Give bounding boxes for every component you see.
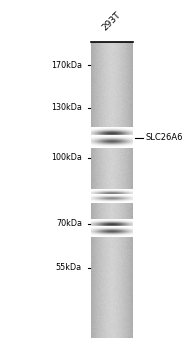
Text: 293T: 293T [101, 10, 123, 32]
Text: 70kDa: 70kDa [56, 219, 82, 229]
Text: 170kDa: 170kDa [51, 61, 82, 70]
Text: 100kDa: 100kDa [51, 154, 82, 162]
Text: 55kDa: 55kDa [56, 264, 82, 273]
Text: 130kDa: 130kDa [51, 104, 82, 112]
Text: SLC26A6: SLC26A6 [145, 133, 183, 142]
